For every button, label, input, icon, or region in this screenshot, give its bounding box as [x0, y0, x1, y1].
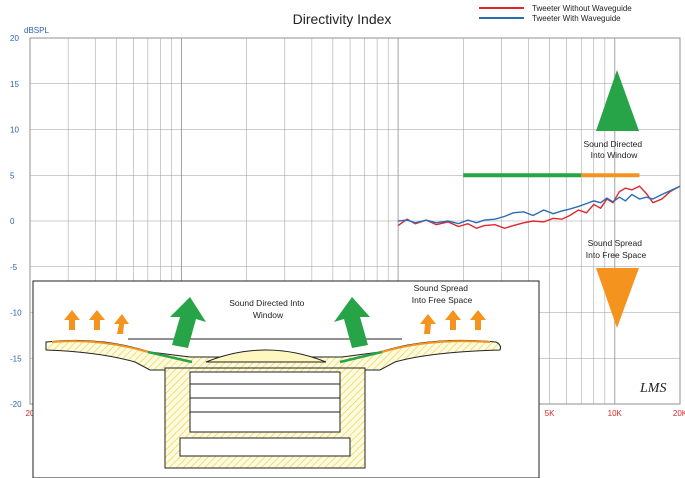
- spread-arrow-icon: [114, 314, 129, 334]
- spread-arrows-right: [420, 310, 486, 334]
- series-lines: [397, 185, 681, 230]
- x-axis-ticks: 20 5K 10K 20K: [26, 409, 685, 418]
- legend: Tweeter Without Waveguide Tweeter With W…: [479, 4, 632, 23]
- y-axis-ticks: 20 15 10 5 0 -5 -10 -15 -20: [10, 34, 22, 409]
- series-without-waveguide: [397, 185, 681, 230]
- spread-arrow-icon: [89, 310, 105, 330]
- y-tick-label: 10: [10, 126, 19, 135]
- inset-label-spread-line2: Into Free Space: [412, 295, 473, 305]
- spread-arrow-icon: [445, 310, 461, 330]
- x-tick-label: 20: [26, 409, 35, 418]
- y-tick-label: 0: [10, 217, 15, 226]
- sound-directed-arrow-icon: [596, 70, 639, 131]
- y-tick-label: -10: [10, 309, 22, 318]
- legend-label-without: Tweeter Without Waveguide: [532, 4, 632, 13]
- y-tick-label: 20: [10, 34, 19, 43]
- tweeter-cutaway-inset: Sound Directed Into Window Sound Spread …: [32, 280, 540, 478]
- waveguide-left: [147, 350, 193, 364]
- annotation-spread-line1: Sound Spread: [588, 238, 643, 248]
- y-tick-label: 15: [10, 80, 19, 89]
- series-with-waveguide: [398, 185, 681, 225]
- directed-arrow-right-icon: [334, 297, 370, 348]
- directed-arrow-left-icon: [170, 297, 206, 348]
- spread-arrow-icon: [470, 310, 486, 330]
- spread-arrow-icon: [420, 314, 436, 334]
- waveguide-right: [339, 350, 383, 364]
- inset-label-spread-line1: Sound Spread: [414, 283, 469, 293]
- annotation-directed-line2: Into Window: [591, 150, 639, 160]
- annotation-directed: Sound Directed Into Window: [584, 139, 645, 160]
- inset-label-directed: Sound Directed Into Window: [229, 298, 307, 320]
- inset-label-spread: Sound Spread Into Free Space: [412, 283, 473, 305]
- sound-spread-arrow-icon: [596, 268, 639, 328]
- tweeter-dome: [205, 349, 327, 363]
- annotation-directed-line1: Sound Directed: [584, 139, 643, 149]
- y-tick-label: 5: [10, 171, 15, 180]
- spread-arrow-icon: [64, 310, 80, 330]
- annotation-spread: Sound Spread Into Free Space: [586, 238, 647, 260]
- x-tick-label: 10K: [608, 409, 623, 418]
- y-tick-label: -5: [10, 263, 18, 272]
- y-tick-label: -15: [10, 354, 22, 363]
- rear-plate: [179, 437, 351, 457]
- chart-title: Directivity Index: [293, 11, 392, 27]
- legend-label-with: Tweeter With Waveguide: [532, 14, 621, 23]
- inset-label-directed-line1: Sound Directed Into: [229, 298, 304, 308]
- annotation-spread-line2: Into Free Space: [586, 250, 647, 260]
- lms-logo: LMS: [639, 381, 666, 396]
- spread-arrows-left: [64, 310, 129, 334]
- flange-surface-left: [51, 340, 149, 353]
- inset-label-directed-line2: Window: [253, 310, 284, 320]
- x-tick-label: 5K: [545, 409, 555, 418]
- y-tick-label: -20: [10, 400, 22, 409]
- y-axis-label: dBSPL: [24, 26, 49, 35]
- x-tick-label: 20K: [673, 409, 685, 418]
- magnet-cavity: [189, 371, 341, 433]
- flange-surface-right: [381, 340, 491, 353]
